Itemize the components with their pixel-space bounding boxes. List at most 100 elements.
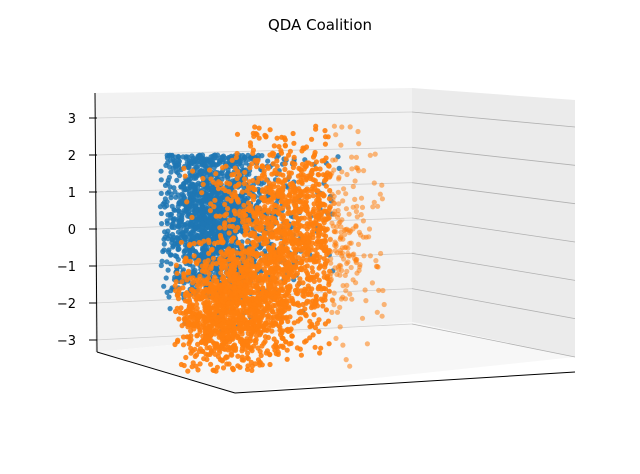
point-blue [166,294,172,300]
point-orange [286,292,292,299]
point-orange [255,322,261,328]
point-blue [186,164,192,170]
point-orange [352,178,358,184]
point-orange [221,341,227,347]
point-orange [375,203,381,209]
point-orange [318,202,324,208]
point-orange [313,123,319,129]
point-orange [334,309,341,315]
point-orange [261,198,267,204]
point-orange [178,239,184,245]
point-orange [305,283,311,289]
point-blue [186,158,193,164]
point-blue [186,177,192,183]
point-orange [312,344,318,350]
point-orange [243,218,249,224]
point-orange [217,213,223,219]
point-orange [307,318,313,324]
point-orange [285,326,291,332]
point-orange [288,210,294,216]
point-orange [251,186,257,192]
point-orange [248,325,254,331]
point-orange [331,123,337,129]
point-orange [297,199,303,205]
point-orange [286,152,292,158]
point-orange [229,304,235,310]
point-blue [200,197,206,203]
point-orange [322,286,329,292]
point-orange [347,124,353,130]
point-orange [335,189,341,195]
side-pane [412,88,575,357]
point-blue [164,289,170,295]
point-orange [337,304,343,310]
point-orange [307,211,313,217]
point-orange [193,259,199,266]
point-orange [272,284,278,290]
point-orange [330,157,336,163]
point-orange [248,230,254,236]
point-orange [304,186,310,192]
point-orange [188,328,194,334]
point-orange [293,227,299,233]
point-orange [331,302,337,308]
point-orange [348,240,354,246]
point-orange [262,272,269,279]
point-orange [322,297,328,303]
point-orange [300,174,306,180]
point-orange [347,291,353,297]
point-orange [353,258,359,264]
point-orange [196,291,202,297]
point-orange [346,211,352,217]
point-blue [181,249,187,255]
point-orange [224,328,230,335]
point-orange [205,298,211,304]
point-blue [199,220,205,226]
point-blue [158,210,164,217]
point-orange [231,266,237,272]
point-orange [358,232,364,238]
point-blue [164,203,170,209]
point-blue [229,202,235,208]
point-blue [195,198,202,204]
point-blue [193,218,199,224]
point-orange [261,322,267,328]
point-orange [318,345,324,351]
point-orange [374,309,380,315]
point-orange [182,173,188,179]
point-blue [162,196,168,202]
point-blue [206,218,212,225]
point-orange [315,171,321,178]
point-blue [193,210,199,216]
point-orange [189,364,195,370]
point-blue [179,214,185,220]
point-orange [329,297,335,303]
point-orange [242,289,248,295]
point-orange [188,337,194,343]
point-orange [295,173,301,179]
point-orange [278,150,285,156]
point-blue [265,158,271,164]
point-orange [210,255,216,261]
point-orange [338,224,344,230]
point-orange [276,312,283,319]
point-blue [201,157,207,163]
point-orange [251,244,257,250]
grid-line-side [411,217,576,243]
point-orange [322,178,328,184]
point-orange [290,298,296,304]
point-orange [208,361,214,367]
point-orange [206,239,212,246]
point-orange [271,208,277,214]
point-orange [277,171,283,177]
point-orange [239,348,245,354]
point-orange [331,290,337,296]
point-orange [284,248,290,254]
point-orange [308,292,314,298]
point-orange [298,352,304,358]
point-orange [222,296,228,302]
point-orange [329,220,335,226]
point-orange [249,161,255,167]
point-orange [253,315,259,321]
point-orange [280,231,286,237]
